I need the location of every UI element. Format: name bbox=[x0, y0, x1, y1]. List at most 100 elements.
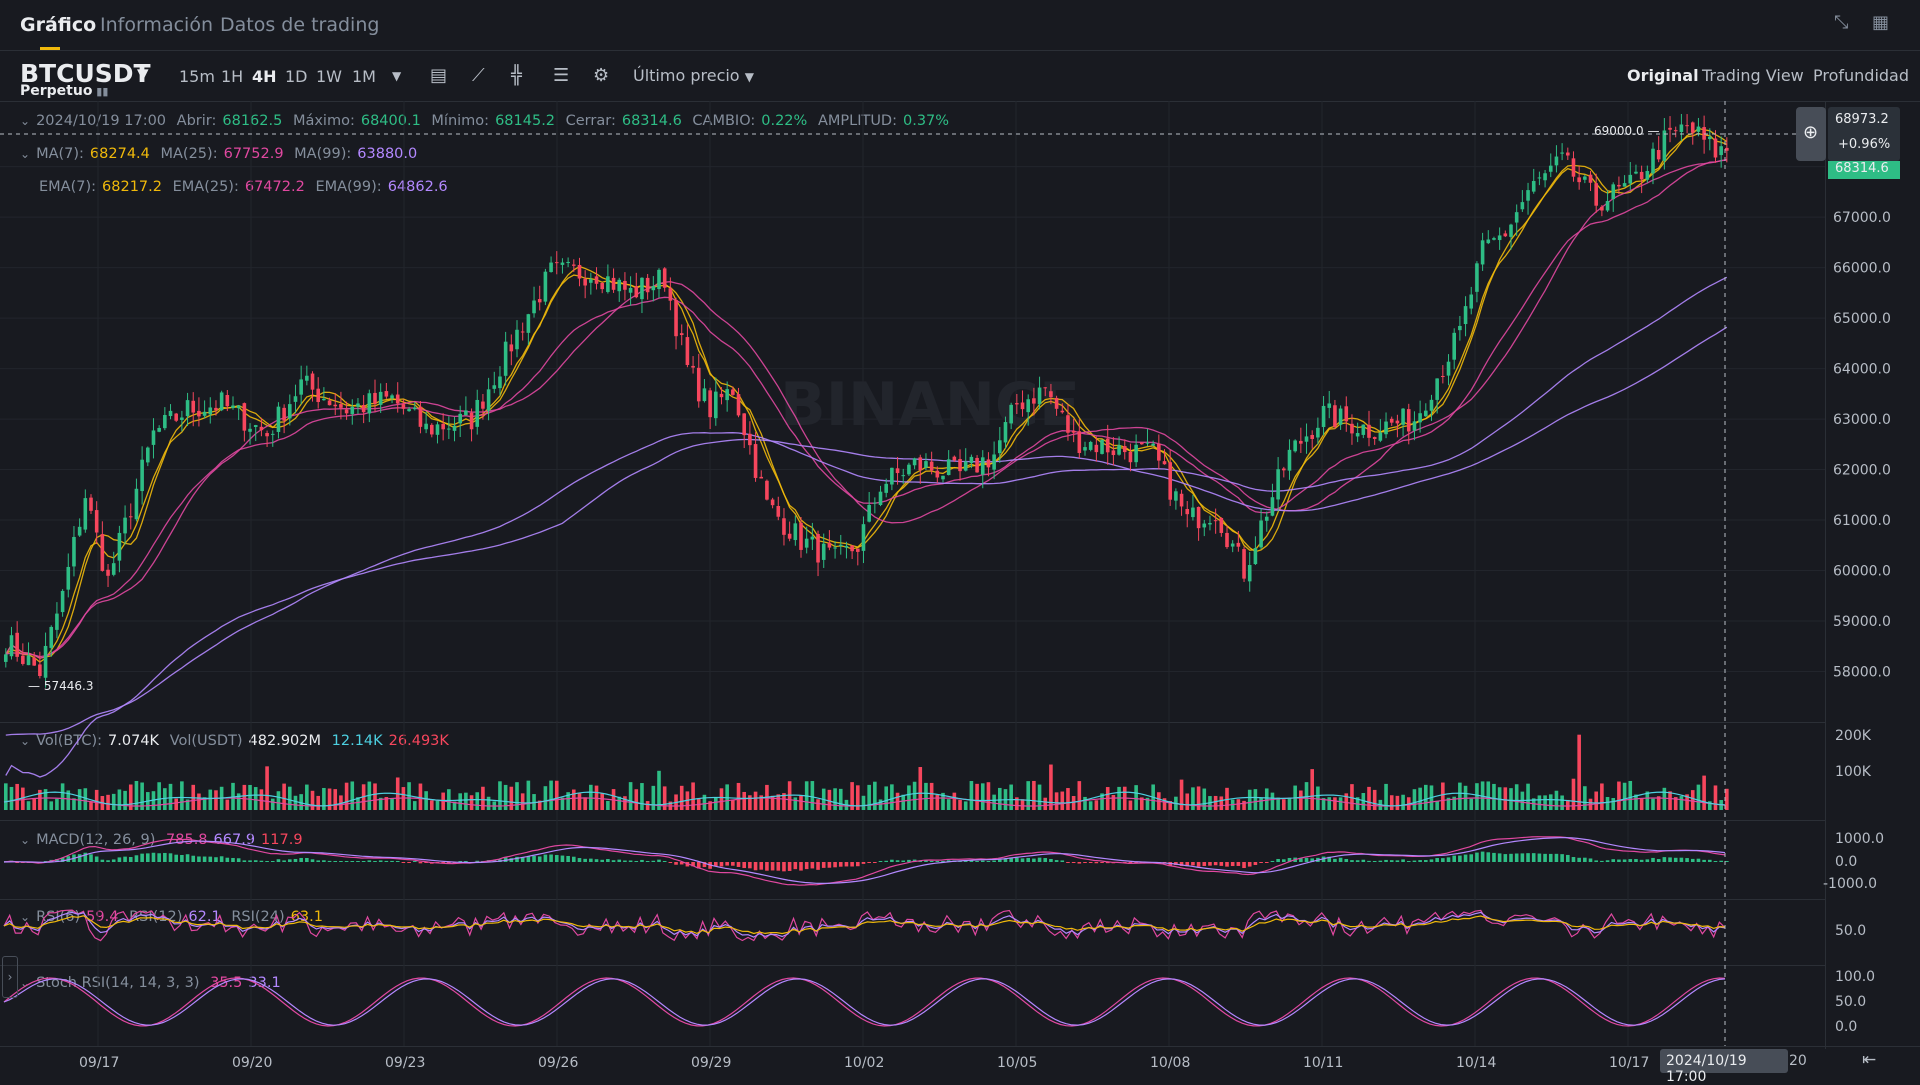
pane-separator[interactable] bbox=[0, 722, 1825, 723]
candle-body bbox=[322, 398, 326, 401]
volume-bar bbox=[606, 800, 610, 810]
candle-body bbox=[1395, 420, 1400, 424]
interval-15m[interactable]: 15m bbox=[179, 67, 215, 86]
macd-histogram-bar bbox=[878, 861, 883, 862]
candle-body bbox=[816, 534, 820, 563]
settings-icon[interactable]: ⚙ bbox=[593, 65, 610, 86]
candle-body bbox=[776, 506, 781, 517]
macd-collapse-chevron-icon[interactable]: ⌄ bbox=[20, 833, 31, 847]
volume-bar bbox=[952, 792, 957, 810]
volume-bar bbox=[481, 786, 485, 810]
macd-histogram-bar bbox=[1480, 851, 1485, 862]
vol-collapse-chevron-icon[interactable]: ⌄ bbox=[20, 734, 31, 748]
view-depth[interactable]: Profundidad bbox=[1813, 66, 1910, 85]
candle-body bbox=[242, 403, 247, 431]
macd-histogram-bar bbox=[645, 861, 650, 862]
candle-body bbox=[998, 440, 1002, 454]
volume-bar bbox=[719, 788, 724, 810]
interval-1w[interactable]: 1W bbox=[316, 67, 342, 86]
candle-body bbox=[1287, 449, 1292, 471]
volume-bar bbox=[327, 788, 332, 810]
volume-bar bbox=[1270, 792, 1275, 810]
ohlc-collapse-chevron-icon[interactable]: ⌄ bbox=[20, 114, 31, 128]
candle-body bbox=[577, 264, 582, 279]
macd-histogram-bar bbox=[123, 856, 127, 862]
macd-histogram-bar bbox=[1355, 860, 1360, 862]
volume-bar bbox=[742, 791, 746, 810]
collapse-icon[interactable]: ⤡ bbox=[1834, 12, 1849, 33]
volume-bar bbox=[998, 787, 1002, 810]
candle-body bbox=[543, 271, 548, 302]
macd-histogram-bar bbox=[1338, 857, 1343, 862]
candle-body bbox=[1611, 184, 1616, 200]
candle-body bbox=[929, 461, 934, 471]
macd-histogram-bar bbox=[1378, 860, 1383, 862]
volume-bar bbox=[1179, 779, 1184, 810]
volume-bar bbox=[1259, 797, 1263, 810]
volume-bar bbox=[128, 784, 133, 810]
symbol-name[interactable]: BTCUSDT bbox=[20, 59, 151, 88]
volume-bar bbox=[1037, 784, 1042, 810]
indicator-icon[interactable]: ⟋ bbox=[472, 65, 485, 86]
macd-histogram-bar bbox=[486, 860, 491, 862]
candle-body bbox=[475, 399, 480, 427]
sidebar-expand-button[interactable]: › bbox=[2, 956, 18, 998]
volume-bar bbox=[1600, 783, 1604, 810]
volume-bar bbox=[60, 783, 65, 810]
volume-bar bbox=[361, 784, 366, 810]
macd-histogram-bar bbox=[827, 862, 832, 868]
grid-icon[interactable]: ▦ bbox=[1872, 12, 1890, 33]
macd-histogram-bar bbox=[1526, 853, 1530, 862]
macd-histogram-bar bbox=[742, 862, 746, 869]
scale-toggle-icon[interactable]: ⇤ bbox=[1862, 1050, 1877, 1070]
macd-histogram-bar bbox=[248, 860, 252, 862]
volume-bar bbox=[77, 789, 82, 810]
view-original[interactable]: Original bbox=[1627, 66, 1699, 85]
macd-histogram-bar bbox=[725, 862, 729, 866]
rsi-collapse-chevron-icon[interactable]: ⌄ bbox=[20, 910, 31, 924]
interval-1d[interactable]: 1D bbox=[285, 67, 308, 86]
volume-bar bbox=[1548, 794, 1553, 810]
volume-bar bbox=[1418, 787, 1422, 810]
symbol-chevron-down-icon[interactable]: ▼ bbox=[137, 65, 149, 83]
macd-histogram-bar bbox=[412, 861, 417, 862]
interval-4h[interactable]: 4H bbox=[252, 67, 277, 86]
pane-separator[interactable] bbox=[0, 820, 1825, 821]
pane-separator[interactable] bbox=[0, 965, 1825, 966]
stoch-tick-label: 50.0 bbox=[1835, 994, 1866, 1010]
volume-bar bbox=[1668, 791, 1672, 810]
volume-bar bbox=[310, 790, 315, 810]
volume-bar bbox=[89, 801, 93, 810]
add-alert-button[interactable]: ⊕ bbox=[1796, 107, 1826, 161]
interval-1m[interactable]: 1M bbox=[352, 67, 376, 86]
candle-body bbox=[952, 456, 957, 461]
macd-histogram-bar bbox=[441, 862, 445, 864]
macd-histogram-bar bbox=[617, 859, 622, 862]
interval-chevron-down-icon[interactable]: ▼ bbox=[392, 69, 402, 83]
candle-body bbox=[748, 433, 752, 446]
price-type-select[interactable]: Último precio ▼ bbox=[633, 66, 754, 85]
view-tradingview[interactable]: Trading View bbox=[1702, 66, 1804, 85]
calendar-icon[interactable]: ▤ bbox=[430, 65, 448, 86]
volume-bar bbox=[1628, 780, 1633, 810]
candle-body bbox=[1111, 450, 1116, 456]
layout-icon[interactable]: ☰ bbox=[553, 65, 570, 86]
tab-trading-data[interactable]: Datos de trading bbox=[220, 14, 380, 36]
tab-info[interactable]: Información bbox=[100, 14, 213, 36]
candle-body bbox=[895, 468, 900, 474]
volume-bar bbox=[259, 789, 264, 810]
stoch-collapse-chevron-icon[interactable]: ⌄ bbox=[20, 976, 31, 990]
candle-type-icon[interactable]: ╬ bbox=[511, 65, 522, 86]
interval-1h[interactable]: 1H bbox=[221, 67, 244, 86]
stoch-legend: ⌄ Stoch RSI(14, 14, 3, 3) 35.5 33.1 bbox=[20, 975, 281, 991]
macd-histogram-bar bbox=[509, 858, 514, 862]
tab-chart[interactable]: Gráfico bbox=[20, 14, 97, 36]
candle-body bbox=[1151, 443, 1155, 446]
macd-histogram-bar bbox=[430, 862, 434, 864]
volume-bar bbox=[549, 780, 553, 810]
candle-body bbox=[1463, 306, 1468, 325]
ma-collapse-chevron-icon[interactable]: ⌄ bbox=[20, 147, 31, 161]
candle-body bbox=[1424, 410, 1428, 417]
pane-separator[interactable] bbox=[0, 899, 1825, 900]
macd-histogram-bar bbox=[1230, 862, 1235, 867]
